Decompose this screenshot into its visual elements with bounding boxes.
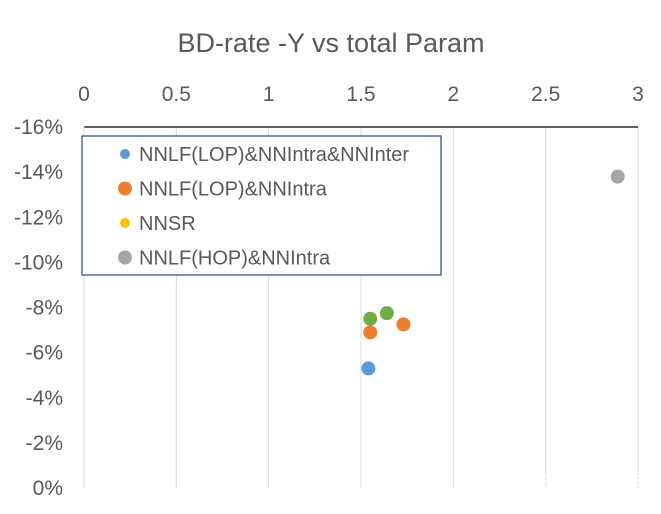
x-tick-label: 2.5 xyxy=(531,83,560,106)
x-tick-label: 0.5 xyxy=(162,83,191,106)
legend-label: NNLF(LOP)&NNIntra&NNInter xyxy=(139,144,409,166)
legend-label: NNSR xyxy=(139,213,196,235)
y-tick-label: -12% xyxy=(14,206,63,229)
legend-label: NNLF(HOP)&NNIntra xyxy=(139,248,331,270)
legend-label: NNLF(LOP)&NNIntra xyxy=(139,179,328,201)
data-point xyxy=(361,361,376,376)
y-tick-label: -4% xyxy=(26,387,63,410)
x-tick-label: 2 xyxy=(447,83,459,106)
x-tick-label: 3 xyxy=(632,83,644,106)
y-tick-labels: 0% -2% -4% -6% -8% -10% -12% -14% -16% xyxy=(14,116,63,500)
y-tick-label: -6% xyxy=(26,342,63,365)
data-points xyxy=(361,169,625,376)
x-tick-label: 1 xyxy=(263,83,275,106)
x-tick-labels: 0 0.5 1 1.5 2 2.5 3 xyxy=(78,83,644,106)
y-tick-label: 0% xyxy=(33,477,63,500)
legend-marker xyxy=(118,250,132,265)
data-point xyxy=(379,306,394,321)
data-point xyxy=(363,311,378,326)
data-point xyxy=(363,325,378,340)
legend-marker xyxy=(120,149,130,159)
y-tick-label: -14% xyxy=(14,161,63,184)
legend-marker xyxy=(118,181,132,196)
legend: NNLF(LOP)&NNIntra&NNInter NNLF(LOP)&NNInt… xyxy=(81,135,442,276)
watermark-text: 掘金技术社区 @ 谢林中路 xyxy=(413,472,644,495)
legend-marker xyxy=(120,218,130,228)
y-tick-label: -8% xyxy=(26,297,63,320)
legend-box xyxy=(81,135,442,276)
y-tick-label: -16% xyxy=(14,116,63,139)
chart-title: BD-rate -Y vs total Param xyxy=(177,28,484,58)
data-point xyxy=(610,169,625,184)
y-tick-label: -10% xyxy=(14,251,63,274)
x-tick-label: 0 xyxy=(78,83,90,106)
x-tick-label: 1.5 xyxy=(346,83,375,106)
data-point xyxy=(396,317,411,332)
y-tick-label: -2% xyxy=(26,432,63,455)
